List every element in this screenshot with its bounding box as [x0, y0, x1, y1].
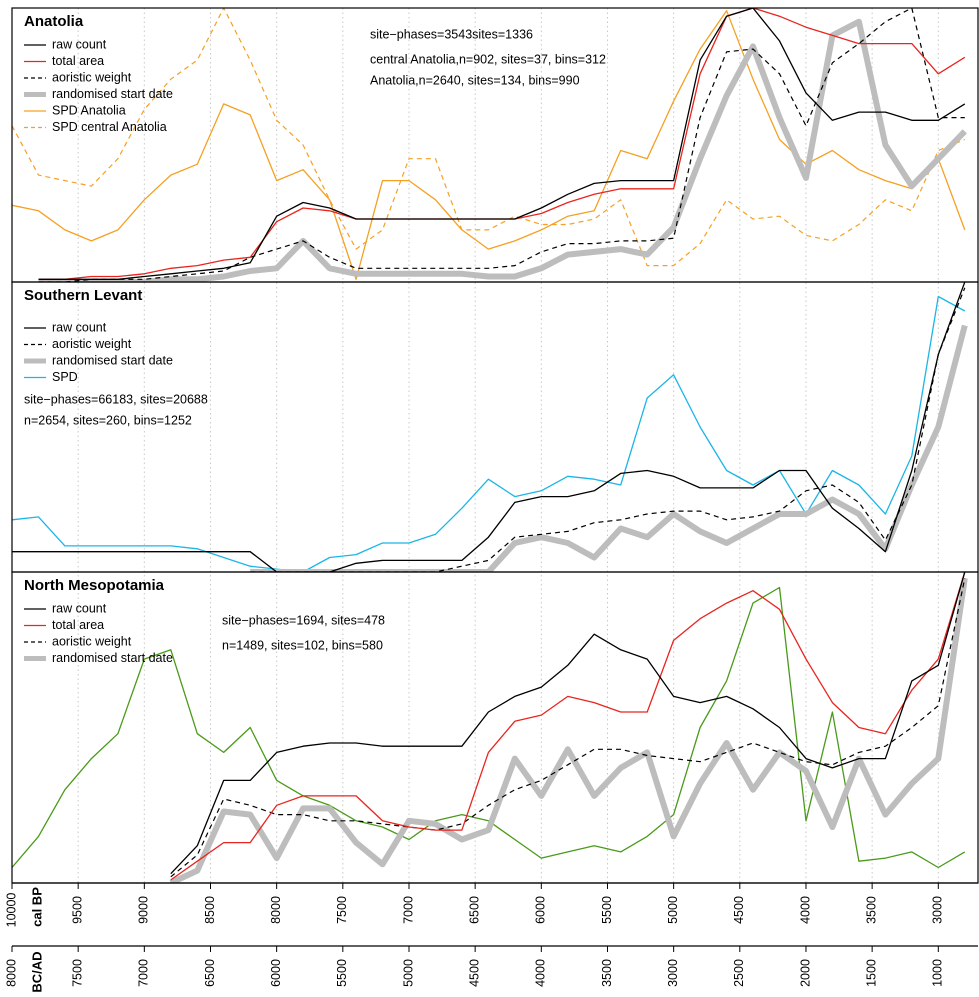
legend-label: aoristic weight [52, 337, 132, 351]
series-line [38, 8, 966, 280]
x2-tick-label: 4500 [467, 959, 481, 987]
x-tick-label: 3500 [864, 896, 878, 924]
legend-label: SPD Anatolia [52, 103, 126, 117]
x2-tick-label: 6500 [203, 959, 217, 987]
x2-tick-label: 5500 [335, 959, 349, 987]
x2-tick-label: 3000 [666, 959, 680, 987]
x-tick-label: 3000 [931, 896, 945, 924]
x-tick-label: 4500 [732, 896, 746, 924]
plot-area [12, 572, 968, 883]
series-line [12, 10, 966, 280]
x-tick-label: 9000 [137, 896, 151, 924]
legend-label: randomised start date [52, 87, 173, 101]
series-line [38, 18, 967, 282]
series-line [38, 8, 966, 280]
legend-label: raw count [52, 320, 107, 334]
series-line [12, 586, 966, 869]
legend-label: aoristic weight [52, 70, 132, 84]
series-line [250, 324, 968, 572]
x2-tick-label: 4000 [534, 959, 548, 987]
series-line [170, 572, 966, 875]
x-tick-label: 6500 [467, 896, 481, 924]
x2-tick-label: 7500 [70, 959, 84, 987]
x2-tick-label: 1500 [864, 959, 878, 987]
x2-tick-label: 7000 [137, 959, 151, 987]
x2-tick-label: 3500 [600, 959, 614, 987]
x-tick-label: 10000 [4, 893, 18, 928]
legend-label: total area [52, 618, 104, 632]
series-line [250, 287, 966, 572]
x-tick-label: 5000 [666, 896, 680, 924]
x-tick-label: 6000 [534, 896, 548, 924]
panel-title: Southern Levant [24, 287, 142, 304]
annotation: site−phases=3543sites=1336 [370, 27, 533, 41]
series-line [12, 8, 966, 267]
series-line [170, 572, 966, 881]
plot-area [12, 282, 968, 572]
x2-tick-label: 6000 [269, 959, 283, 987]
x-tick-label: 5500 [600, 896, 614, 924]
panel-title: Anatolia [24, 13, 84, 30]
panel-frame [11, 571, 979, 884]
legend-label: total area [52, 54, 104, 68]
series-line [12, 295, 966, 572]
legend-label: raw count [52, 37, 107, 51]
x-tick-label: 8000 [269, 896, 283, 924]
annotation: n=1489, sites=102, bins=580 [222, 638, 383, 652]
x2-tick-label: 5000 [401, 959, 415, 987]
legend-label: raw count [52, 601, 107, 615]
annotation: site−phases=66183, sites=20688 [24, 392, 208, 406]
x2-axis-label: BC/AD [29, 951, 44, 992]
annotation: central Anatolia,n=902, sites=37, bins=3… [370, 52, 606, 66]
panel-title: North Mesopotamia [24, 577, 165, 594]
legend-label: randomised start date [52, 651, 173, 665]
legend-label: SPD central Anatolia [52, 120, 167, 134]
x-tick-label: 7500 [335, 896, 349, 924]
x-tick-label: 7000 [401, 896, 415, 924]
x-tick-label: 8500 [203, 896, 217, 924]
x2-tick-label: 1000 [931, 959, 945, 987]
series-line [38, 8, 965, 282]
x-tick-label: 4000 [798, 896, 812, 924]
series-line [169, 577, 968, 883]
annotation: n=2654, sites=260, bins=1252 [24, 413, 192, 427]
legend-label: SPD [52, 370, 78, 384]
x-tick-label: 9500 [70, 896, 84, 924]
x-axis-label: cal BP [29, 887, 44, 927]
x2-tick-label: 2000 [798, 959, 812, 987]
annotation: Anatolia,n=2640, sites=134, bins=990 [370, 73, 580, 87]
plot-area [12, 8, 967, 282]
legend-label: aoristic weight [52, 634, 132, 648]
series-line [170, 578, 966, 878]
x2-tick-label: 8000 [4, 959, 18, 987]
series-line [12, 282, 966, 572]
legend-label: randomised start date [52, 353, 173, 367]
annotation: site−phases=1694, sites=478 [222, 613, 385, 627]
x2-tick-label: 2500 [732, 959, 746, 987]
